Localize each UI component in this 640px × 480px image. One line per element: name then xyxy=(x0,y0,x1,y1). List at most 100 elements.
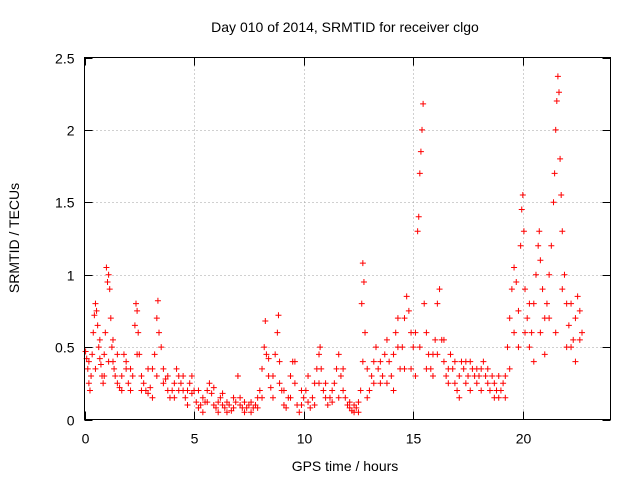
data-point xyxy=(298,402,305,409)
y-tick-label: 2 xyxy=(67,123,75,139)
x-tick-label: 5 xyxy=(191,431,199,447)
data-point xyxy=(502,373,509,380)
data-point xyxy=(108,344,115,351)
data-point xyxy=(182,394,189,401)
data-point xyxy=(210,384,217,391)
data-point xyxy=(561,271,568,278)
data-point xyxy=(221,404,228,411)
data-point xyxy=(539,286,546,293)
data-point xyxy=(138,373,145,380)
x-tick-label: 0 xyxy=(82,431,90,447)
data-point xyxy=(358,300,365,307)
data-point xyxy=(359,260,366,267)
data-point xyxy=(484,365,491,372)
data-point xyxy=(415,213,422,220)
data-point xyxy=(553,97,560,104)
data-point xyxy=(405,307,412,314)
data-point xyxy=(342,394,349,401)
data-point xyxy=(248,399,255,406)
data-point xyxy=(520,228,527,235)
data-point xyxy=(462,380,469,387)
data-point xyxy=(429,373,436,380)
data-point xyxy=(188,373,195,380)
data-point xyxy=(500,380,507,387)
data-point xyxy=(331,380,338,387)
tick-labels: 0 5 10 15 20 0 0.5 1 1.5 2 2.5 xyxy=(55,51,531,447)
data-point xyxy=(530,358,537,365)
data-point xyxy=(317,344,324,351)
data-point xyxy=(329,399,336,406)
data-point xyxy=(403,293,410,300)
data-point xyxy=(283,404,290,411)
data-point xyxy=(456,373,463,380)
data-point xyxy=(193,399,200,406)
axis-ticks xyxy=(84,57,611,421)
data-point xyxy=(392,329,399,336)
data-point xyxy=(112,373,119,380)
data-point xyxy=(263,351,270,358)
data-point xyxy=(188,390,195,397)
data-point xyxy=(208,390,215,397)
data-point xyxy=(552,126,559,133)
plot-frame xyxy=(84,57,611,420)
data-point xyxy=(506,365,513,372)
data-point xyxy=(287,394,294,401)
data-point xyxy=(105,271,112,278)
data-point xyxy=(423,329,430,336)
data-point xyxy=(311,402,318,409)
data-point xyxy=(451,358,458,365)
data-point xyxy=(517,242,524,249)
data-point xyxy=(134,307,141,314)
data-point xyxy=(559,286,566,293)
data-point xyxy=(118,387,125,394)
data-point xyxy=(180,373,187,380)
data-point xyxy=(307,404,314,411)
data-point xyxy=(287,373,294,380)
data-point xyxy=(401,315,408,322)
data-point xyxy=(383,380,390,387)
data-point xyxy=(377,358,384,365)
chart-title: Day 010 of 2014, SRMTID for receiver clg… xyxy=(211,19,479,35)
data-point xyxy=(486,387,493,394)
data-point xyxy=(151,351,158,358)
data-point xyxy=(528,329,535,336)
data-point xyxy=(551,170,558,177)
data-point xyxy=(364,394,371,401)
data-point xyxy=(280,387,287,394)
data-point xyxy=(254,404,261,411)
data-point xyxy=(107,315,114,322)
data-point xyxy=(175,387,182,394)
data-point xyxy=(432,336,439,343)
data-point xyxy=(88,373,95,380)
data-point xyxy=(160,380,167,387)
data-point xyxy=(462,358,469,365)
y-tick-label: 1 xyxy=(67,268,75,284)
data-point xyxy=(511,329,518,336)
data-point xyxy=(340,365,347,372)
grid-lines xyxy=(84,57,611,420)
data-point xyxy=(184,402,191,409)
data-point xyxy=(383,336,390,343)
data-point xyxy=(388,373,395,380)
data-point xyxy=(123,358,130,365)
data-point xyxy=(320,387,327,394)
data-point xyxy=(305,373,312,380)
data-point xyxy=(420,100,427,107)
data-point xyxy=(362,329,369,336)
data-point xyxy=(93,307,100,314)
data-point xyxy=(454,387,461,394)
data-point xyxy=(326,394,333,401)
data-point xyxy=(329,387,336,394)
data-point xyxy=(366,387,373,394)
data-point xyxy=(497,387,504,394)
data-point xyxy=(434,300,441,307)
data-point xyxy=(206,380,213,387)
data-point xyxy=(160,365,167,372)
data-point xyxy=(305,399,312,406)
data-point xyxy=(197,402,204,409)
data-point xyxy=(96,336,103,343)
data-point xyxy=(84,365,91,372)
data-point xyxy=(526,300,533,307)
data-point xyxy=(346,399,353,406)
data-point xyxy=(541,351,548,358)
